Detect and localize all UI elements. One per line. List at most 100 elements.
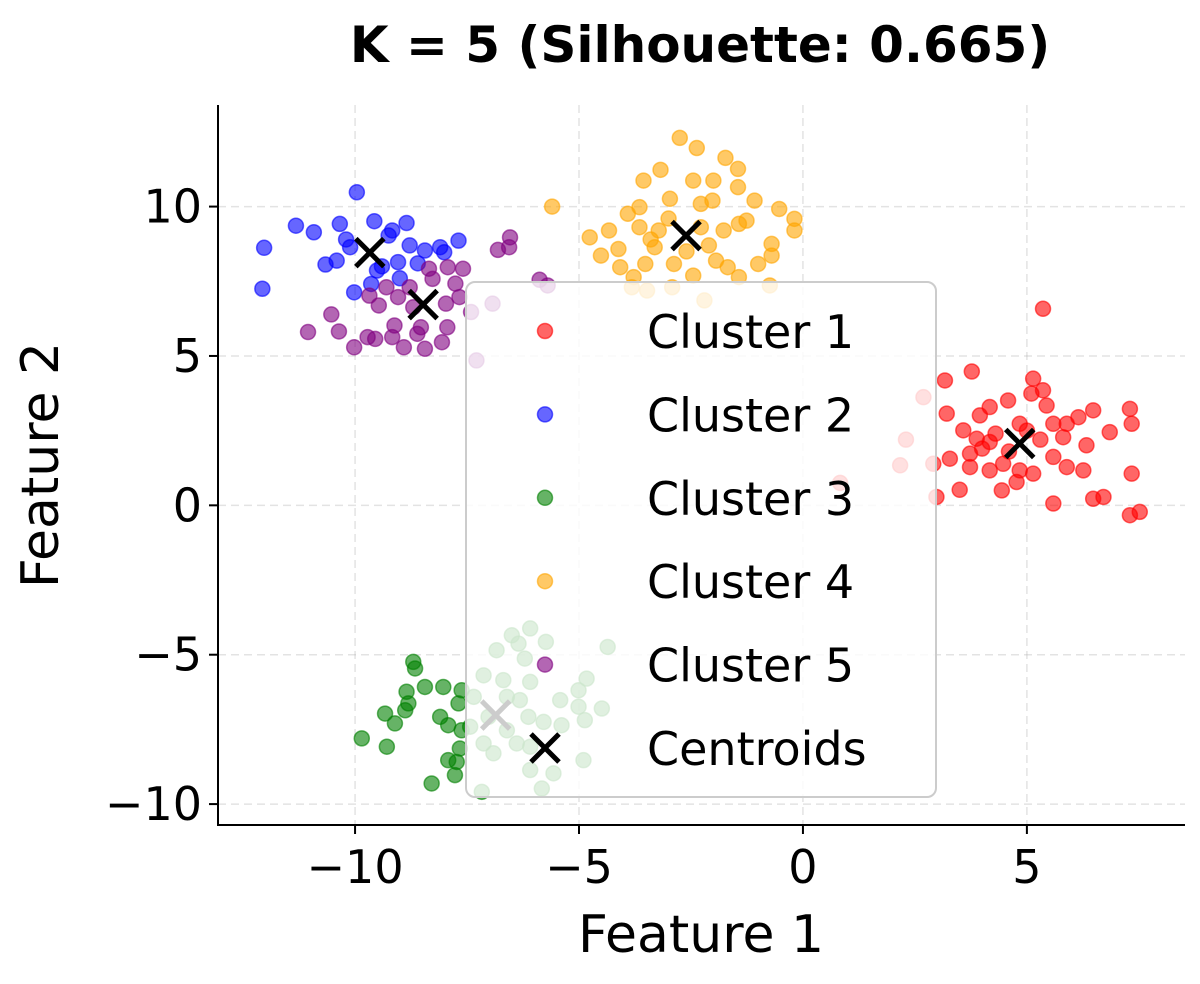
centroid-stroke (670, 219, 702, 252)
data-point-cluster-5 (370, 297, 388, 314)
x-tick-label: −5 (545, 840, 613, 894)
legend-marker-cluster-3 (536, 489, 554, 507)
data-point-cluster-4 (715, 222, 732, 239)
centroid-stroke (407, 288, 439, 321)
data-point-cluster-4 (610, 240, 627, 258)
centroid-stroke (1003, 427, 1036, 460)
data-point-cluster-3 (376, 705, 394, 722)
data-point-cluster-3 (406, 660, 424, 677)
data-point-cluster-1 (1045, 495, 1062, 512)
data-point-cluster-1 (987, 425, 1004, 442)
data-point-cluster-4 (581, 229, 599, 246)
data-point-cluster-1 (1008, 473, 1025, 491)
data-point-cluster-2 (416, 242, 434, 259)
data-point-cluster-4 (684, 267, 702, 284)
data-point-cluster-1 (938, 405, 955, 422)
data-point-cluster-3 (353, 730, 371, 747)
centroid-marker (1003, 427, 1036, 460)
data-point-cluster-5 (424, 270, 441, 288)
data-point-cluster-1 (1034, 300, 1052, 318)
data-point-cluster-1 (1095, 488, 1112, 506)
data-point-cluster-1 (1121, 400, 1139, 418)
data-point-cluster-2 (254, 280, 271, 297)
data-point-cluster-1 (961, 458, 979, 476)
data-point-cluster-3 (448, 753, 465, 771)
legend-marker-cluster-2 (536, 406, 554, 423)
data-point-cluster-5 (454, 260, 472, 277)
data-point-cluster-4 (665, 255, 683, 273)
data-point-cluster-2 (435, 244, 453, 261)
data-point-cluster-5 (439, 258, 457, 276)
data-point-cluster-4 (631, 218, 648, 236)
data-point-cluster-2 (389, 253, 407, 271)
data-point-cluster-4 (543, 198, 561, 215)
data-point-cluster-4 (671, 129, 689, 147)
legend-label: Cluster 4 (647, 555, 854, 609)
data-point-cluster-5 (395, 339, 413, 356)
data-point-cluster-2 (348, 183, 366, 201)
data-point-cluster-4 (705, 172, 722, 189)
y-tick-label: 10 (143, 180, 202, 234)
legend-label: Cluster 1 (647, 305, 854, 359)
data-point-cluster-2 (331, 215, 349, 233)
data-point-cluster-3 (386, 715, 404, 732)
data-point-cluster-5 (451, 288, 468, 306)
data-point-cluster-1 (1131, 503, 1149, 521)
data-point-cluster-4 (786, 222, 803, 239)
centroid-marker (670, 219, 702, 252)
centroid-stroke (529, 732, 561, 764)
y-tick-label: 5 (173, 329, 202, 383)
data-point-cluster-4 (729, 178, 747, 196)
data-point-cluster-1 (1070, 408, 1087, 426)
data-point-cluster-1 (993, 482, 1011, 499)
y-axis-label: Feature 2 (11, 342, 71, 588)
data-point-cluster-4 (631, 198, 648, 216)
legend-label: Cluster 2 (647, 388, 854, 442)
data-point-cluster-5 (330, 323, 348, 340)
data-point-cluster-1 (1032, 431, 1049, 448)
data-point-cluster-4 (717, 149, 734, 167)
data-point-cluster-4 (642, 231, 659, 248)
data-point-cluster-4 (635, 172, 652, 189)
legend-label: Cluster 5 (647, 639, 854, 693)
data-point-cluster-4 (700, 237, 718, 254)
legend-marker-centroids (529, 732, 561, 764)
centroid-stroke (354, 236, 386, 269)
data-point-cluster-4 (746, 192, 763, 209)
data-point-cluster-3 (396, 702, 414, 719)
data-point-cluster-4 (770, 200, 788, 218)
data-point-cluster-2 (255, 239, 273, 257)
data-point-cluster-1 (1075, 462, 1092, 479)
data-point-cluster-5 (433, 333, 451, 351)
data-point-cluster-2 (345, 284, 363, 301)
chart-title: K = 5 (Silhouette: 0.665) (350, 16, 1050, 74)
legend-box (465, 281, 937, 798)
data-point-cluster-4 (637, 255, 654, 273)
data-point-cluster-3 (416, 678, 434, 696)
data-point-cluster-3 (423, 775, 440, 792)
data-point-cluster-5 (437, 295, 455, 312)
data-point-cluster-2 (398, 214, 415, 232)
data-point-cluster-3 (435, 678, 452, 696)
data-point-cluster-2 (401, 237, 418, 254)
data-point-cluster-5 (366, 330, 384, 348)
data-point-cluster-5 (389, 288, 407, 306)
data-point-cluster-2 (287, 217, 305, 234)
data-point-cluster-2 (328, 252, 345, 269)
data-point-cluster-1 (1084, 402, 1102, 419)
data-point-cluster-4 (611, 258, 629, 276)
legend-marker-cluster-4 (536, 572, 554, 590)
data-point-cluster-5 (409, 325, 426, 343)
data-point-cluster-1 (1045, 448, 1062, 466)
data-point-cluster-4 (652, 161, 669, 179)
x-tick-label: −10 (307, 840, 404, 894)
data-point-cluster-4 (688, 139, 706, 157)
data-point-cluster-1 (1023, 385, 1040, 402)
data-point-cluster-4 (704, 192, 721, 209)
data-point-cluster-2 (380, 227, 397, 244)
data-point-cluster-4 (661, 190, 679, 208)
data-point-cluster-2 (305, 224, 323, 241)
data-point-cluster-5 (299, 323, 317, 341)
data-point-cluster-1 (971, 407, 989, 424)
data-point-cluster-2 (337, 231, 355, 248)
